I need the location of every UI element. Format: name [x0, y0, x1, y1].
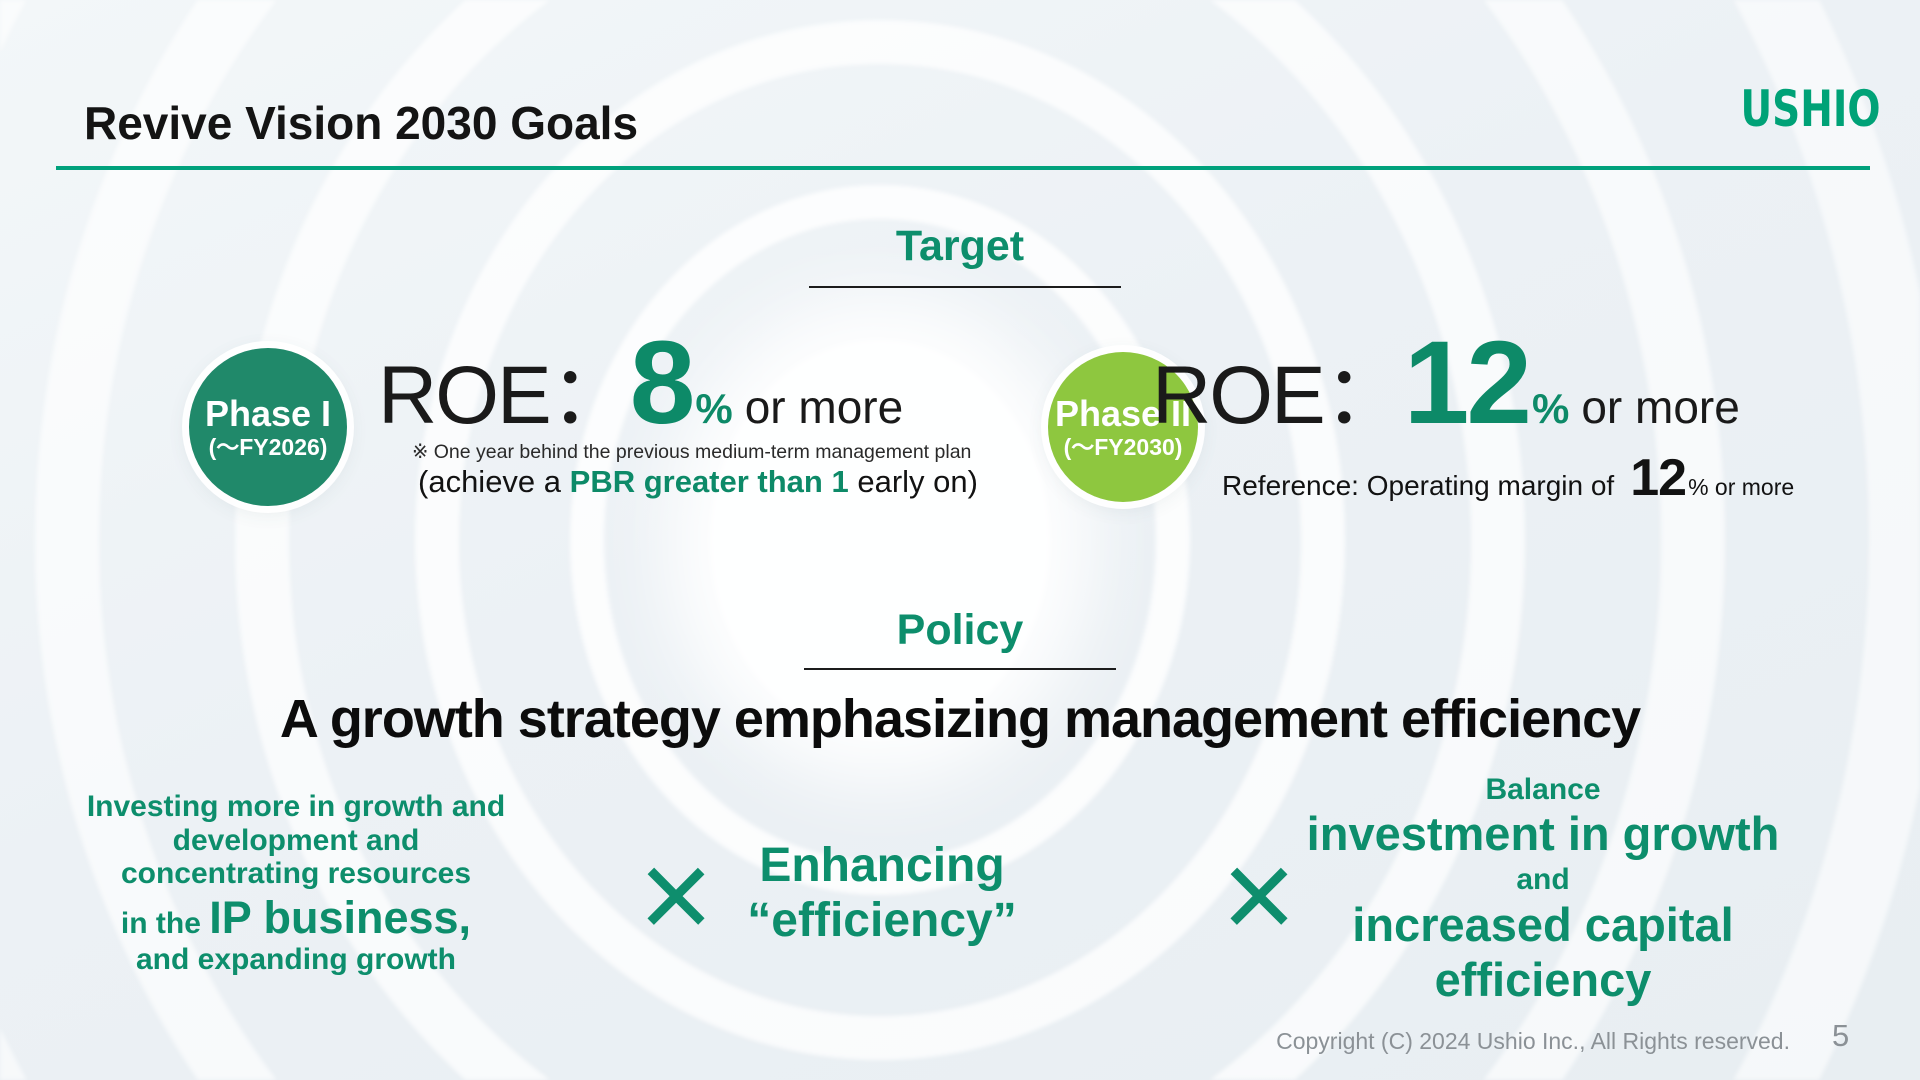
policy-heading: A growth strategy emphasizing management…	[279, 689, 1641, 749]
phase1-roe-suffix: or more	[744, 381, 904, 433]
copyright-text: Copyright (C) 2024 Ushio Inc., All Right…	[1276, 1028, 1790, 1054]
phase2-period: (～FY2030)	[1063, 433, 1183, 460]
page-title: Revive Vision 2030 Goals	[84, 97, 639, 149]
left-block-line4-prefix: in the	[120, 906, 210, 940]
phase2-roe-label: ROE：	[1152, 350, 1406, 441]
phase2-reference-line: Reference: Operating margin of 12 % or m…	[1222, 452, 1794, 504]
page-number: 5	[1832, 1018, 1850, 1053]
left-block-line4-emphasis: IP business,	[209, 891, 472, 943]
phase2-name: Phase II	[1054, 392, 1192, 434]
phase1-circle: Phase I (～FY2026)	[189, 348, 347, 506]
phase2-reference-value: 12	[1630, 449, 1687, 507]
policy-center-block: Enhancing “efficiency”	[722, 838, 1042, 948]
target-underline	[809, 286, 1121, 288]
phase1-roe-percent: %	[695, 385, 733, 432]
multiply-sign: ×	[1221, 824, 1297, 967]
target-section-label: Target	[895, 222, 1025, 270]
background-ring	[710, 340, 1050, 740]
left-block-line: development and	[172, 823, 420, 857]
ushio-logo: USHIO	[1740, 80, 1881, 138]
left-block-line: and expanding growth	[136, 943, 456, 977]
center-block-line: Enhancing	[759, 839, 1005, 892]
center-block-line: “efficiency”	[747, 894, 1017, 948]
phase1-pbr-line: (achieve a PBR greater than 1 early on)	[418, 464, 978, 500]
right-block-line: investment in growth	[1306, 807, 1780, 861]
policy-right-block: Balance investment in growth and increas…	[1288, 772, 1798, 1008]
left-block-line: concentrating resources	[120, 857, 472, 891]
phase1-roe-line: ROE： 8 % or more	[378, 324, 903, 442]
phase1-pbr-highlight: PBR greater than 1	[569, 464, 849, 499]
multiply-sign: ×	[638, 824, 714, 967]
phase1-roe-label: ROE：	[378, 350, 632, 441]
phase2-roe-value: 12	[1403, 317, 1532, 449]
phase1-note: ※ One year behind the previous medium-te…	[412, 441, 972, 463]
phase2-reference-prefix: Reference: Operating margin of	[1222, 470, 1615, 501]
phase1-name: Phase I	[204, 392, 332, 434]
right-block-line: Balance	[1485, 773, 1601, 806]
phase2-circle: Phase II (～FY2030)	[1048, 352, 1198, 502]
phase2-roe-percent: %	[1531, 385, 1570, 432]
phase2-roe-suffix: or more	[1581, 381, 1740, 433]
policy-section-label: Policy	[896, 606, 1024, 654]
policy-left-block: Investing more in growth and development…	[26, 790, 566, 977]
right-block-line: efficiency	[1434, 952, 1652, 1006]
left-block-line: in the IP business,	[26, 894, 566, 941]
left-block-line: Investing more in growth and	[86, 790, 506, 823]
title-underline	[56, 166, 1870, 170]
right-block-line: and	[1516, 863, 1570, 897]
right-block-line: increased capital	[1352, 897, 1734, 951]
phase1-pbr-suffix: early on)	[848, 464, 978, 499]
policy-underline	[804, 668, 1116, 670]
phase2-roe-line: ROE： 12 % or more	[1152, 324, 1740, 442]
phase1-period: (～FY2026)	[208, 433, 328, 460]
phase2-reference-suffix: % or more	[1688, 474, 1795, 500]
phase1-roe-value: 8	[629, 317, 696, 449]
phase1-pbr-prefix: (achieve a	[418, 464, 570, 499]
